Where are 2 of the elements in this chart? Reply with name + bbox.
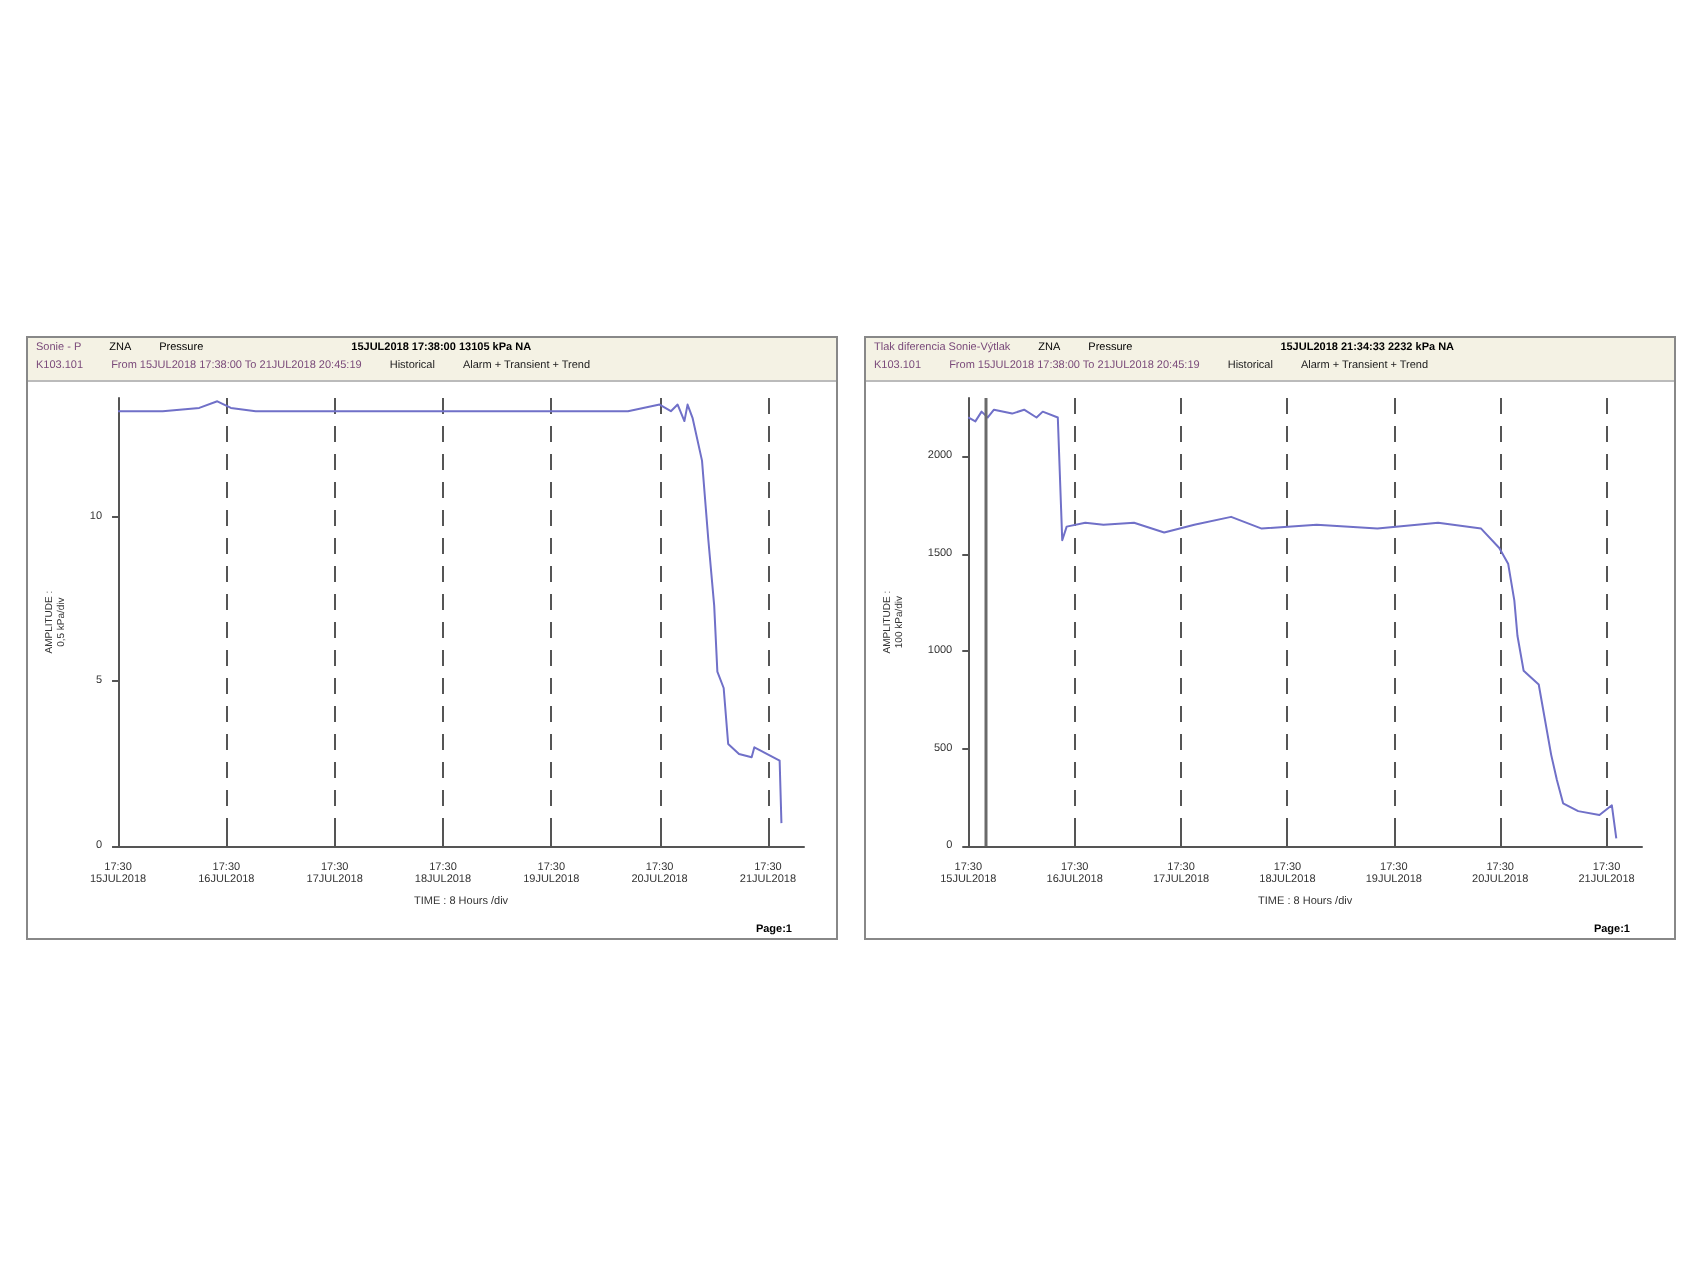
line-series: [117, 400, 783, 825]
line-series: [967, 408, 1618, 840]
